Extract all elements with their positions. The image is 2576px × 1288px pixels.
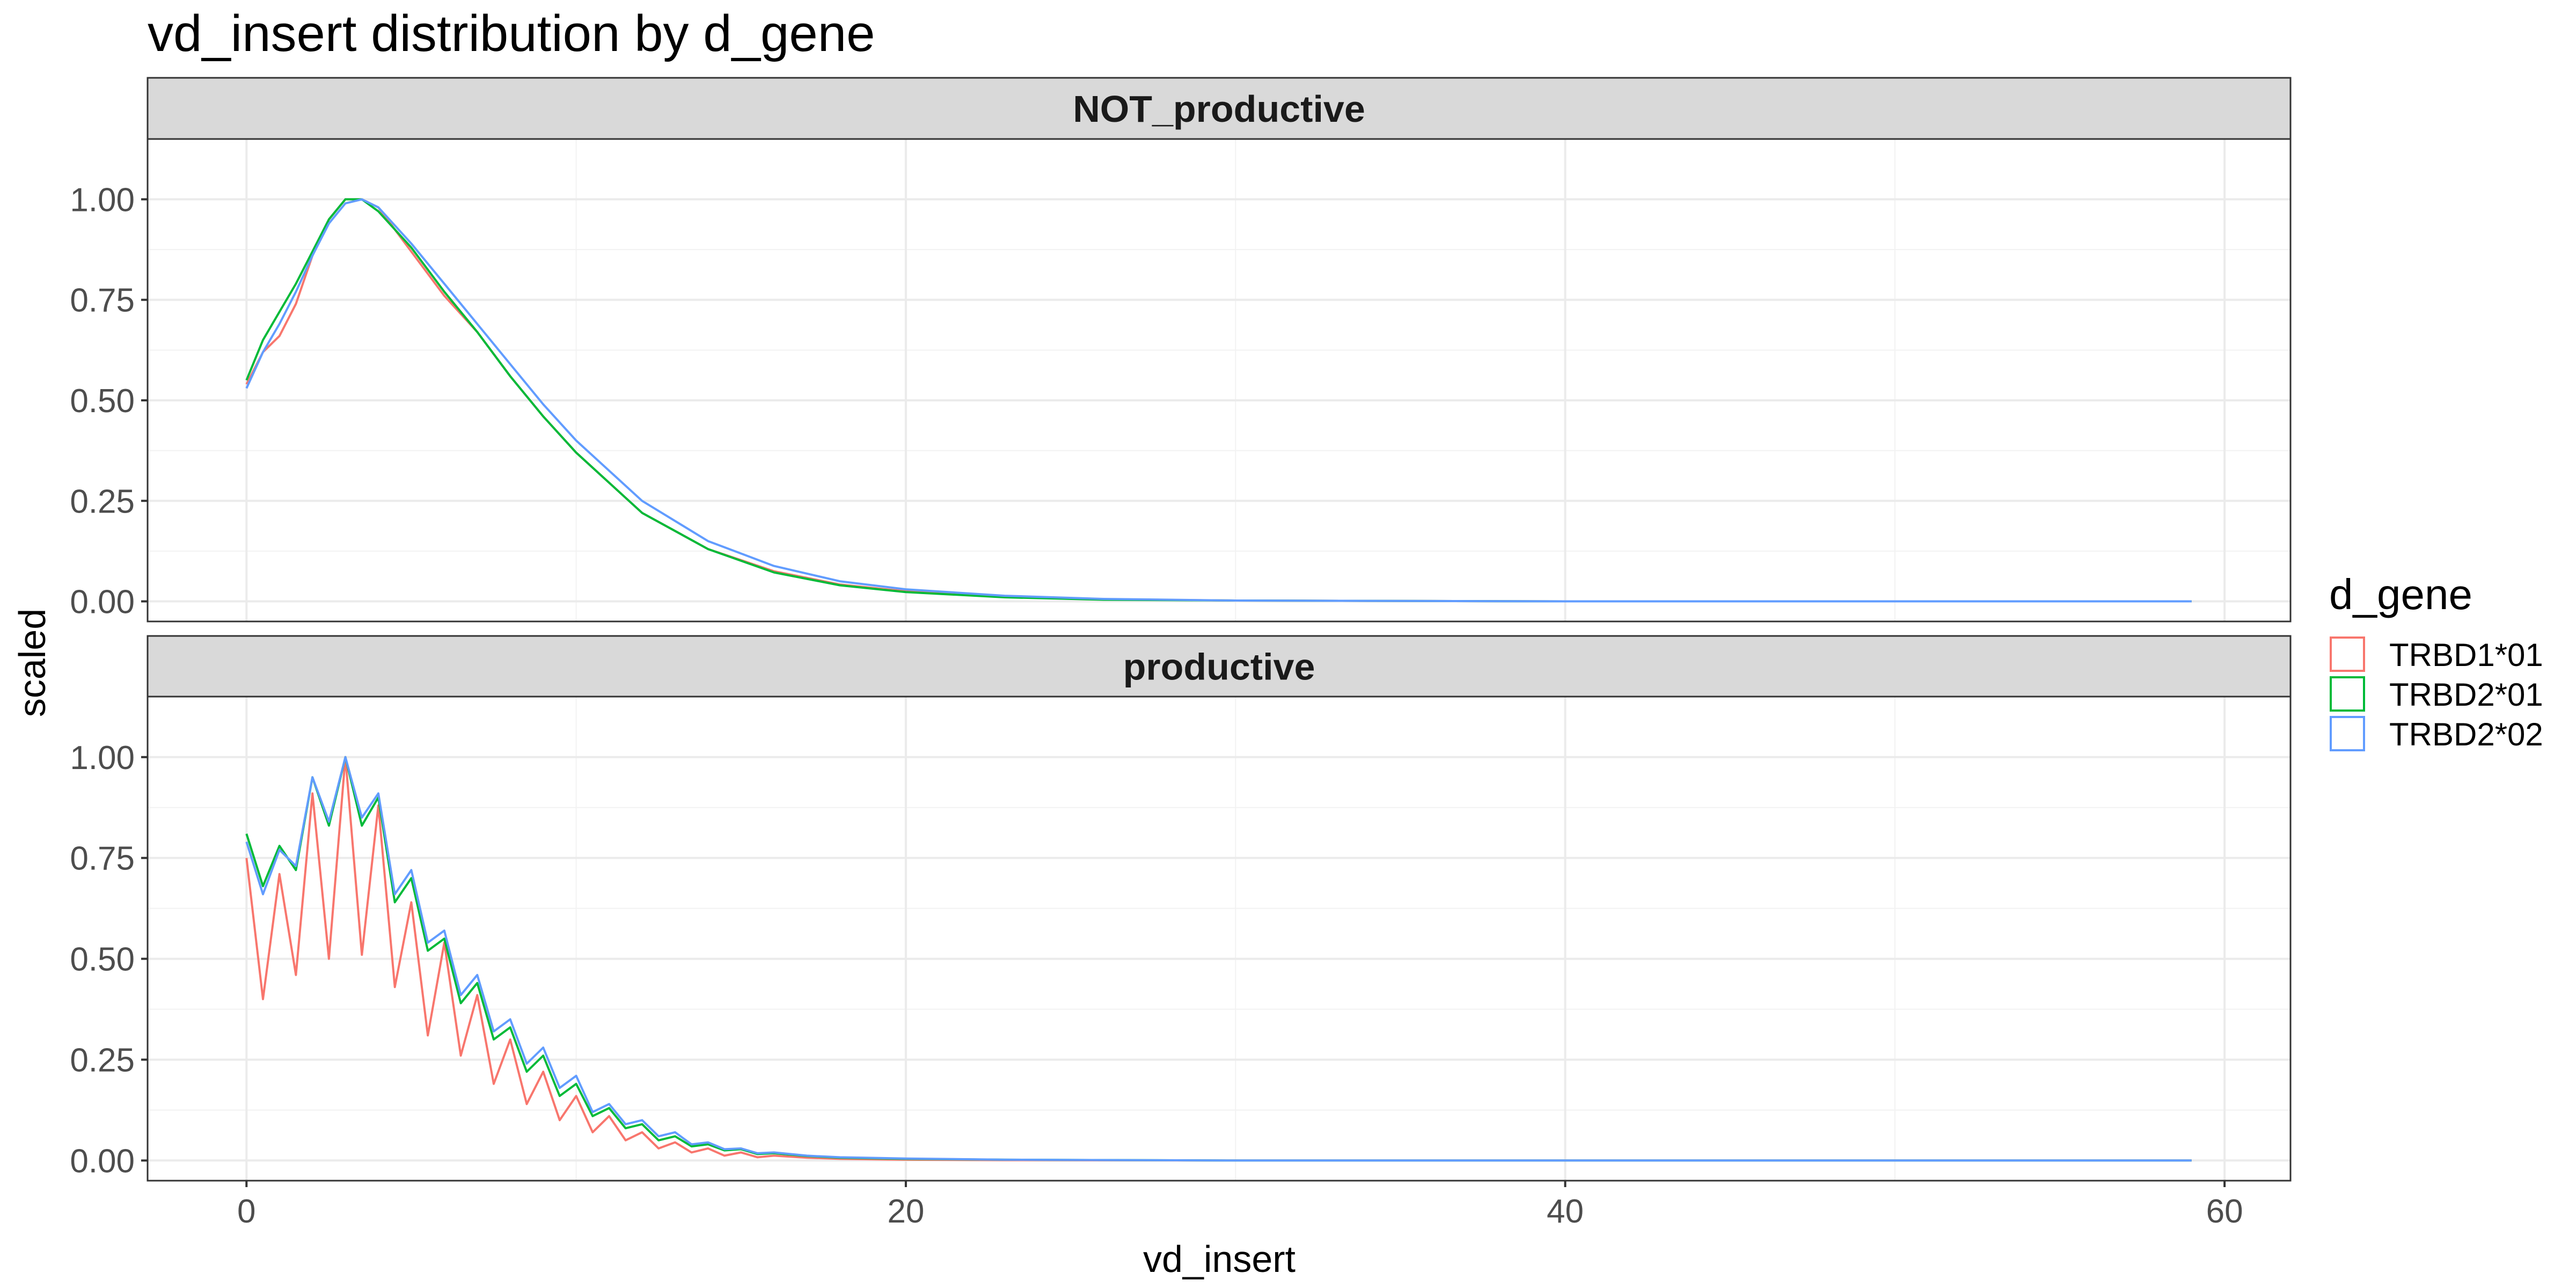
x-axis-title: vd_insert xyxy=(1143,1238,1296,1280)
legend-label: TRBD2*02 xyxy=(2389,716,2543,752)
legend-label: TRBD2*01 xyxy=(2389,677,2543,713)
facet-strip-label: NOT_productive xyxy=(1073,88,1365,130)
legend-entry-trbd2-02: TRBD2*02 xyxy=(2330,716,2543,752)
panel-not-productive: NOT_productive 0.00 0.25 0.50 0.75 1.00 xyxy=(70,77,2292,623)
x-tick-label: 40 xyxy=(1547,1193,1584,1230)
legend-entry-trbd1-01: TRBD1*01 xyxy=(2330,636,2543,673)
y-tick-label: 1.00 xyxy=(70,740,135,777)
panel-productive: productive 0.00 0.25 0.50 0.75 1.00 0 20 40 60 xyxy=(70,635,2292,1230)
series-line-trbd2-02 xyxy=(245,198,2192,603)
x-tick-label: 20 xyxy=(887,1193,924,1230)
panel-border xyxy=(147,138,2292,623)
x-tick-label: 0 xyxy=(237,1193,255,1230)
facet-strip xyxy=(147,77,2292,140)
facet-strip-label: productive xyxy=(1123,646,1315,688)
legend-key xyxy=(2330,676,2365,712)
facet-panels: NOT_productive0.000.250.500.751.00produc… xyxy=(70,77,2292,1230)
facet-strip xyxy=(147,635,2292,698)
panel-border xyxy=(147,696,2292,1182)
y-tick-label: 0.50 xyxy=(70,383,135,420)
legend-key xyxy=(2330,716,2365,751)
y-axis-title: scaled xyxy=(11,609,53,717)
legend-key xyxy=(2330,636,2365,672)
y-tick-label: 0.25 xyxy=(70,483,135,520)
chart-title: vd_insert distribution by d_gene xyxy=(148,5,875,62)
y-tick-label: 0.50 xyxy=(70,941,135,978)
x-tick-label: 60 xyxy=(2206,1193,2243,1230)
series-line-trbd2-02 xyxy=(245,756,2192,1162)
legend-title: d_gene xyxy=(2329,570,2472,618)
y-tick-label: 1.00 xyxy=(70,181,135,218)
panel-background xyxy=(148,139,2290,621)
legend-label: TRBD1*01 xyxy=(2389,637,2543,673)
legend-entry-trbd2-01: TRBD2*01 xyxy=(2330,676,2543,713)
y-tick-label: 0.75 xyxy=(70,840,135,877)
y-tick-label: 0.25 xyxy=(70,1042,135,1079)
panel-background xyxy=(148,697,2290,1181)
series-line-trbd1-01 xyxy=(245,756,2192,1162)
y-tick-label: 0.00 xyxy=(70,1143,135,1180)
y-tick-label: 0.75 xyxy=(70,282,135,319)
y-tick-label: 0.00 xyxy=(70,584,135,621)
